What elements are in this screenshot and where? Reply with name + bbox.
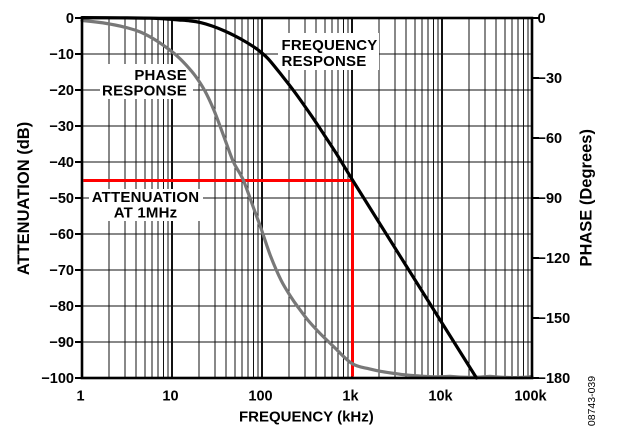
svg-text:−150: −150 <box>538 311 571 327</box>
svg-text:FREQUENCY: FREQUENCY <box>282 37 378 54</box>
svg-text:0: 0 <box>66 11 74 27</box>
svg-text:AT 1MHz: AT 1MHz <box>114 204 178 221</box>
svg-text:FREQUENCY (kHz): FREQUENCY (kHz) <box>239 408 374 425</box>
svg-text:100k: 100k <box>514 388 547 404</box>
svg-text:−100: −100 <box>41 371 74 387</box>
svg-text:ATTENUATION: ATTENUATION <box>92 189 199 206</box>
svg-text:−90: −90 <box>538 191 563 207</box>
svg-text:PHASE: PHASE <box>134 67 187 84</box>
svg-text:−60: −60 <box>49 227 74 243</box>
svg-text:−120: −120 <box>538 251 571 267</box>
svg-text:−90: −90 <box>49 335 74 351</box>
svg-text:−10: −10 <box>49 47 74 63</box>
svg-text:10k: 10k <box>428 388 453 404</box>
svg-text:−20: −20 <box>49 83 74 99</box>
svg-text:0: 0 <box>538 11 546 27</box>
svg-text:08743-039: 08743-039 <box>586 376 598 426</box>
svg-text:−60: −60 <box>538 131 563 147</box>
svg-text:10: 10 <box>162 388 178 404</box>
svg-text:−30: −30 <box>538 71 563 87</box>
svg-text:−40: −40 <box>49 155 74 171</box>
svg-text:−70: −70 <box>49 263 74 279</box>
svg-text:1k: 1k <box>342 388 359 404</box>
svg-text:1: 1 <box>76 388 84 404</box>
svg-text:100: 100 <box>248 388 272 404</box>
svg-text:PHASE (Degrees): PHASE (Degrees) <box>578 129 596 267</box>
svg-text:ATTENUATION (dB): ATTENUATION (dB) <box>15 122 33 275</box>
svg-text:−180: −180 <box>538 371 571 387</box>
svg-text:−30: −30 <box>49 119 74 135</box>
svg-text:RESPONSE: RESPONSE <box>282 53 367 70</box>
svg-text:RESPONSE: RESPONSE <box>102 83 187 100</box>
svg-text:−50: −50 <box>49 191 74 207</box>
svg-text:−80: −80 <box>49 299 74 315</box>
